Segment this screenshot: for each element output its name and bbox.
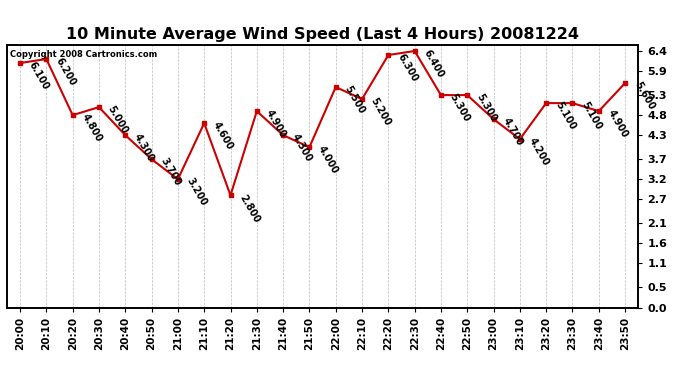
Text: 4.900: 4.900 <box>606 108 630 140</box>
Text: 4.800: 4.800 <box>79 112 104 144</box>
Text: 5.600: 5.600 <box>632 80 656 112</box>
Text: 5.300: 5.300 <box>448 92 472 124</box>
Text: 5.500: 5.500 <box>343 84 366 116</box>
Text: 4.200: 4.200 <box>527 136 551 168</box>
Text: 5.100: 5.100 <box>553 100 577 132</box>
Text: 6.200: 6.200 <box>53 56 77 88</box>
Text: 4.300: 4.300 <box>132 132 156 164</box>
Text: 4.900: 4.900 <box>264 108 288 140</box>
Text: Copyright 2008 Cartronics.com: Copyright 2008 Cartronics.com <box>10 50 157 59</box>
Text: 4.700: 4.700 <box>500 116 524 148</box>
Title: 10 Minute Average Wind Speed (Last 4 Hours) 20081224: 10 Minute Average Wind Speed (Last 4 Hou… <box>66 27 579 42</box>
Text: 2.800: 2.800 <box>237 192 262 224</box>
Text: 6.100: 6.100 <box>27 60 51 92</box>
Text: 6.300: 6.300 <box>395 52 420 84</box>
Text: 3.700: 3.700 <box>159 156 183 188</box>
Text: 3.200: 3.200 <box>185 177 209 208</box>
Text: 6.400: 6.400 <box>422 48 446 80</box>
Text: 5.300: 5.300 <box>474 92 498 124</box>
Text: 5.200: 5.200 <box>369 96 393 128</box>
Text: 4.600: 4.600 <box>211 120 235 152</box>
Text: 5.100: 5.100 <box>580 100 604 132</box>
Text: 4.300: 4.300 <box>290 132 314 164</box>
Text: 5.000: 5.000 <box>106 104 130 136</box>
Text: 4.000: 4.000 <box>317 144 340 176</box>
